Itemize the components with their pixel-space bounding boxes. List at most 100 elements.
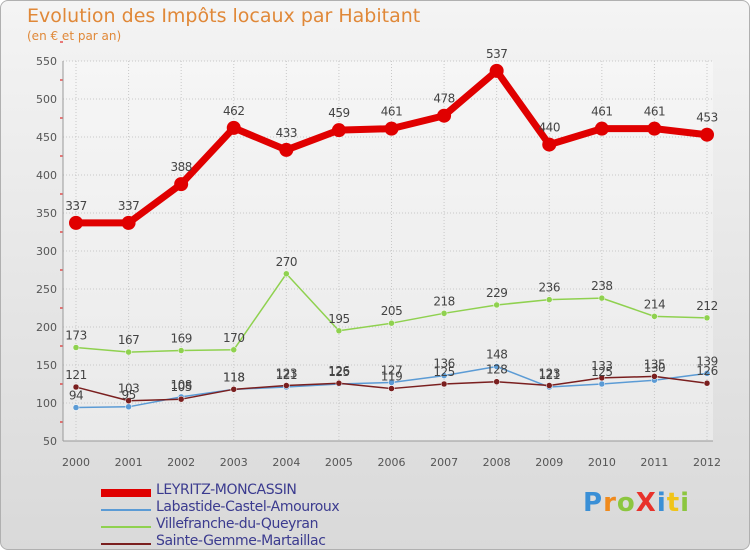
data-label: 169: [170, 332, 191, 346]
y-tick-label: 50: [43, 435, 57, 448]
data-label: 229: [486, 286, 507, 300]
data-point: [546, 296, 553, 303]
data-label: 214: [644, 297, 665, 311]
chart-title: Evolution des Impôts locaux par Habitant: [27, 5, 421, 27]
x-tick-label: 2007: [430, 456, 458, 469]
data-point: [440, 372, 448, 379]
x-tick-label: 2003: [220, 456, 248, 469]
data-point: [651, 313, 658, 320]
data-point: [703, 314, 711, 322]
data-point: [125, 403, 132, 411]
y-tick-label: 550: [36, 55, 57, 68]
data-label: 136: [433, 357, 454, 371]
data-label: 128: [486, 363, 507, 377]
data-label: 167: [118, 333, 139, 347]
y-tick-label: 350: [36, 207, 57, 220]
data-label: 461: [381, 105, 402, 119]
data-point: [69, 215, 83, 230]
proxiti-logo[interactable]: ProXiti: [583, 488, 691, 518]
y-tick-label: 200: [36, 321, 57, 334]
data-label: 238: [591, 279, 612, 293]
data-point: [72, 404, 80, 411]
data-label: 105: [170, 380, 191, 394]
legend-swatch: [101, 509, 151, 511]
data-point: [700, 127, 714, 142]
y-tick-label: 400: [36, 169, 57, 182]
x-tick-label: 2000: [62, 456, 90, 469]
x-tick-label: 2002: [167, 456, 195, 469]
data-label: 212: [696, 299, 717, 313]
data-point: [440, 310, 448, 317]
data-label: 126: [328, 364, 349, 378]
x-tick-label: 2011: [640, 456, 668, 469]
data-label: 103: [118, 382, 139, 396]
data-label: 195: [328, 312, 349, 326]
data-label: 218: [433, 294, 454, 308]
data-label: 170: [223, 331, 244, 345]
data-label: 94: [69, 389, 83, 403]
data-point: [594, 121, 609, 136]
data-point: [279, 142, 294, 157]
data-point: [703, 370, 711, 377]
data-point: [230, 346, 237, 354]
data-label: 121: [65, 368, 86, 382]
x-tick-label: 2008: [483, 456, 511, 469]
x-tick-label: 2009: [535, 456, 563, 469]
x-tick-label: 2010: [588, 456, 616, 469]
x-tick-label: 2006: [378, 456, 406, 469]
data-point: [651, 373, 658, 380]
data-label: 205: [381, 304, 402, 318]
x-tick-label: 2004: [272, 456, 300, 469]
data-point: [125, 348, 132, 356]
line-chart: 50 100 150 200 250 300 350 400 450 500 550 2000 2001…: [36, 41, 721, 469]
data-point: [72, 383, 80, 391]
data-label: 119: [381, 370, 402, 384]
data-label: 135: [644, 357, 665, 371]
data-label: 388: [170, 160, 191, 174]
data-label: 125: [433, 365, 454, 379]
data-point: [283, 270, 290, 278]
y-tick-label: 500: [36, 93, 57, 106]
data-label: 123: [539, 367, 560, 381]
data-point: [226, 120, 241, 135]
data-label: 127: [381, 363, 402, 377]
data-point: [384, 121, 399, 136]
data-label: 148: [486, 348, 507, 362]
data-point: [388, 319, 395, 327]
data-label: 537: [486, 47, 507, 61]
legend-label: LEYRITZ-MONCASSIN: [156, 482, 297, 498]
data-label: 478: [433, 92, 454, 106]
data-point: [125, 397, 132, 404]
legend-swatch: [101, 489, 151, 497]
data-label: 95: [121, 388, 135, 402]
legend-swatch: [101, 526, 151, 528]
legend-swatch: [101, 543, 151, 545]
data-point: [546, 382, 553, 389]
data-label: 118: [223, 370, 244, 384]
y-tick-label: 250: [36, 283, 57, 296]
data-label: 337: [118, 199, 139, 213]
data-point: [335, 379, 343, 387]
x-tick-label: 2005: [325, 456, 353, 469]
data-point: [177, 347, 185, 354]
legend-label: Sainte-Gemme-Martaillac: [156, 533, 326, 549]
data-label: 461: [644, 105, 665, 119]
data-point: [174, 177, 189, 192]
data-point: [489, 63, 504, 78]
y-tick-label: 450: [36, 131, 57, 144]
data-label: 125: [591, 365, 612, 379]
data-label: 118: [223, 370, 244, 384]
data-label: 108: [170, 378, 191, 392]
data-point: [230, 386, 237, 393]
data-label: 236: [539, 281, 560, 295]
data-label: 440: [539, 121, 560, 135]
data-point: [542, 137, 557, 152]
data-label: 123: [276, 367, 297, 381]
data-point: [388, 385, 395, 392]
legend-label: Labastide-Castel-Amouroux: [156, 499, 340, 515]
data-label: 459: [328, 106, 349, 120]
x-tick-label: 2012: [693, 456, 721, 469]
data-point: [493, 363, 500, 370]
data-label: 433: [276, 126, 297, 140]
